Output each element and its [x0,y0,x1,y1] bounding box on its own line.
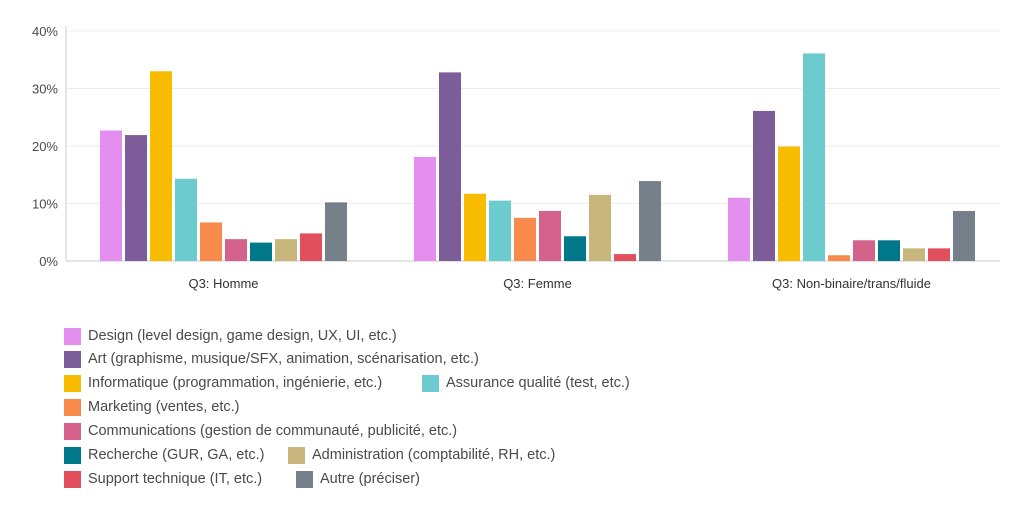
bar[interactable] [150,71,172,261]
legend-swatch [422,374,439,392]
legend-label: Marketing (ventes, etc.) [88,399,240,415]
bar[interactable] [100,130,122,261]
legend-label: Art (graphisme, musique/SFX, animation, … [88,351,479,367]
bar[interactable] [639,181,661,261]
bar[interactable] [514,217,536,261]
legend-label: Support technique (IT, etc.) [88,471,263,487]
bar[interactable] [175,178,197,261]
legend-label: Administration (comptabilité, RH, etc.) [312,447,556,463]
bar[interactable] [753,110,775,261]
bar[interactable] [728,197,750,261]
bar[interactable] [778,146,800,261]
bar[interactable] [275,239,297,261]
legend-item[interactable]: Autre (préciser) [296,469,420,489]
legend-label: Design (level design, game design, UX, U… [88,328,397,344]
legend-swatch [296,470,313,488]
bar[interactable] [953,210,975,261]
legend-swatch [288,446,305,464]
bar[interactable] [803,53,825,261]
bar-chart: 0% 10% 20% 30% 40% Q3: Homme Q3: Femme Q3: Non… [32,24,1000,291]
bar[interactable] [439,72,461,262]
legend-label: Assurance qualité (test, etc.) [446,375,630,391]
y-tick-label: 30% [32,82,58,97]
bar[interactable] [539,210,561,261]
bar[interactable] [564,236,586,261]
y-tick-label: 0% [39,254,58,269]
x-category-label: Q3: Femme [503,276,572,291]
y-axis-ticks: 0% 10% 20% 30% 40% [32,24,58,269]
bar[interactable] [928,248,950,261]
y-tick-label: 10% [32,197,58,212]
bar[interactable] [414,156,436,261]
bar[interactable] [464,193,486,261]
legend-swatch [64,422,81,440]
legend-item[interactable]: Marketing (ventes, etc.) [64,397,240,417]
legend-swatch [64,350,81,368]
bar[interactable] [853,240,875,261]
bar[interactable] [325,202,347,261]
legend-label: Communications (gestion de communauté, p… [88,423,458,439]
legend-item[interactable]: Informatique (programmation, ingénierie,… [64,373,382,393]
bar[interactable] [125,135,147,261]
legend-label: Informatique (programmation, ingénierie,… [88,375,383,391]
legend-item[interactable]: Art (graphisme, musique/SFX, animation, … [64,349,479,369]
bar[interactable] [300,233,322,261]
x-category-label: Q3: Non-binaire/trans/fluide [772,276,931,291]
legend-item[interactable]: Support technique (IT, etc.) [64,469,262,489]
x-axis-categories: Q3: Homme Q3: Femme Q3: Non-binaire/trans/… [188,276,931,291]
bar[interactable] [589,194,611,261]
legend-label: Recherche (GUR, GA, etc.) [88,447,265,463]
legend-item[interactable]: Design (level design, game design, UX, U… [64,326,397,346]
bar[interactable] [200,222,222,261]
legend-swatch [64,374,81,392]
legend-item[interactable]: Communications (gestion de communauté, p… [64,421,457,441]
legend: Design (level design, game design, UX, U… [64,326,764,496]
legend-swatch [64,398,81,416]
legend-label: Autre (préciser) [320,471,420,487]
bar[interactable] [489,200,511,261]
legend-item[interactable]: Assurance qualité (test, etc.) [422,373,630,393]
legend-item[interactable]: Administration (comptabilité, RH, etc.) [288,445,555,465]
legend-item[interactable]: Recherche (GUR, GA, etc.) [64,445,264,465]
bar[interactable] [250,242,272,261]
bar[interactable] [225,239,247,261]
bar[interactable] [878,240,900,261]
bar[interactable] [614,254,636,261]
x-category-label: Q3: Homme [188,276,258,291]
legend-swatch [64,327,81,345]
y-tick-label: 20% [32,139,58,154]
legend-swatch [64,446,81,464]
bars [100,53,975,262]
y-tick-label: 40% [32,24,58,39]
legend-swatch [64,470,81,488]
bar[interactable] [903,248,925,261]
bar[interactable] [828,255,850,261]
